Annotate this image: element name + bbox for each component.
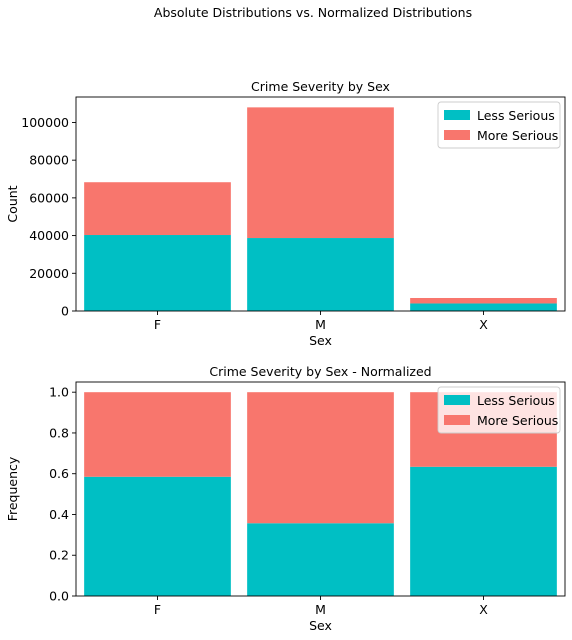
bar-less-serious-f [84,476,231,596]
bar-less-serious-m [247,238,394,311]
bar-less-serious-x [410,466,557,596]
y-tick-label: 40000 [29,228,69,243]
legend-swatch-more-serious [444,415,470,425]
x-tick-label: M [315,602,326,617]
x-tick-label: M [315,317,326,332]
legend-swatch-less-serious [444,110,470,120]
legend-swatch-more-serious [444,130,470,140]
y-tick-label: 20000 [29,266,69,281]
y-tick-label: 60000 [29,190,69,205]
chart-normalized: F M X 0.0 0.2 0.4 0.6 0.8 1.0 Crime Severity by S… [5,364,566,633]
y-tick-label: 0.0 [49,589,69,604]
y-tick-label: 0.6 [49,466,69,481]
bar-more-serious-m [247,392,394,524]
bar-more-serious-x [410,297,557,304]
bar-more-serious-f [84,182,231,236]
legend-label-more-serious: More Serious [477,128,558,143]
y-axis-label: Count [5,185,20,222]
bar-less-serious-m [247,523,394,596]
y-tick-label: 0.8 [49,425,69,440]
legend-swatch-less-serious [444,395,470,405]
x-tick-label: F [154,317,161,332]
legend-label-less-serious: Less Serious [477,393,555,408]
x-axis-label: Sex [309,333,332,348]
y-tick-label: 80000 [29,153,69,168]
y-axis-label: Frequency [5,456,20,521]
x-tick-label: F [154,602,161,617]
chart-absolute: F M X 0 20000 40000 60000 80000 100000 Crime Seve… [5,79,566,348]
figure-suptitle: Absolute Distributions vs. Normalized Di… [154,5,472,20]
bar-less-serious-x [410,303,557,311]
x-tick-label: X [479,317,488,332]
x-axis-label: Sex [309,618,332,633]
y-tick-label: 0.2 [49,548,69,563]
bar-more-serious-f [84,392,231,477]
y-tick-label: 100000 [21,115,69,130]
y-tick-label: 0.4 [49,507,69,522]
axes-title: Crime Severity by Sex [251,79,390,94]
y-tick-label: 0 [61,304,69,319]
legend-label-more-serious: More Serious [477,413,558,428]
axes-title: Crime Severity by Sex - Normalized [209,364,431,379]
x-tick-label: X [479,602,488,617]
bar-less-serious-f [84,235,231,311]
bar-more-serious-m [247,107,394,239]
legend-label-less-serious: Less Serious [477,108,555,123]
y-tick-label: 1.0 [49,385,69,400]
